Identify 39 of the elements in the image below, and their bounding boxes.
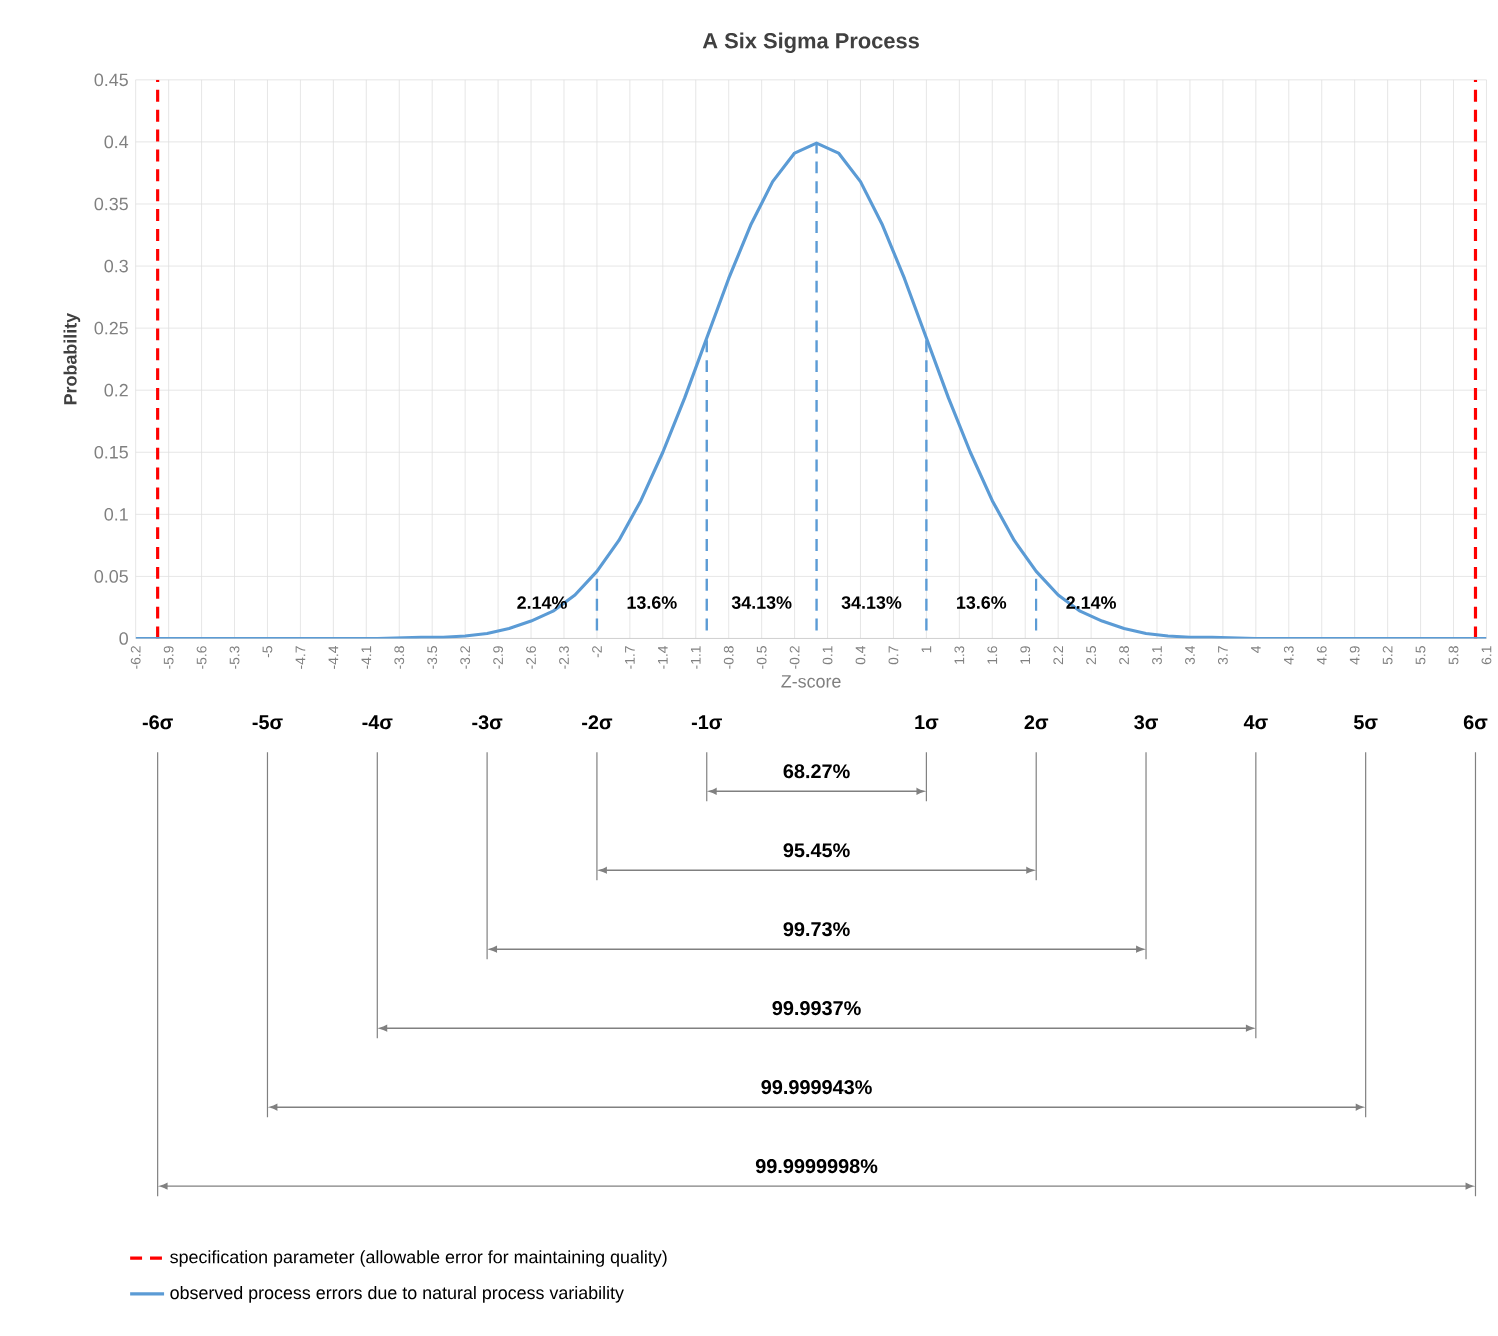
x-axis-title: Z-score xyxy=(781,674,841,688)
annotation: 2.14% xyxy=(1066,595,1116,609)
text: 5σ xyxy=(1353,714,1378,729)
text: -2σ xyxy=(582,714,613,729)
y-tick-label: 0.2 xyxy=(104,383,128,397)
y-tick-label: 0.35 xyxy=(94,197,128,210)
y-axis-title: Probability xyxy=(63,312,81,404)
y-tick-label: 0.4 xyxy=(104,135,129,148)
text: -4σ xyxy=(362,714,393,729)
text: -3σ xyxy=(472,714,503,729)
y-tick-label: 0.45 xyxy=(94,73,128,86)
text: 68.27% xyxy=(783,763,850,778)
annotation: 34.13% xyxy=(731,595,792,609)
text: 1σ xyxy=(915,714,939,729)
text: -6σ xyxy=(142,714,173,729)
text: 6σ xyxy=(1463,714,1488,729)
text: -5σ xyxy=(252,714,283,729)
legend-label: observed process errors due to natural process variability xyxy=(170,1285,624,1303)
text: 3σ xyxy=(1134,714,1158,729)
chart-title: A Six Sigma Process xyxy=(702,32,919,53)
text: 95.45% xyxy=(783,842,850,857)
text: -1σ xyxy=(691,714,722,729)
annotation: 13.6% xyxy=(957,595,1007,609)
text: 99.9999998% xyxy=(755,1158,878,1173)
y-tick-label: 0 xyxy=(119,631,128,645)
y-tick-label: 0.05 xyxy=(94,569,128,583)
text: 2σ xyxy=(1024,714,1049,729)
annotation: 34.13% xyxy=(841,595,902,609)
y-tick-label: 0.25 xyxy=(94,321,128,335)
annotation: 2.14% xyxy=(517,595,567,609)
text: 99.9937% xyxy=(772,1000,861,1015)
text: 99.999943% xyxy=(761,1079,872,1094)
y-tick-label: 0.1 xyxy=(104,507,128,521)
text: 4σ xyxy=(1243,714,1268,729)
annotation: 13.6% xyxy=(627,595,677,609)
y-tick-label: 0.3 xyxy=(104,259,128,273)
text: 99.73% xyxy=(783,921,850,936)
legend-label: specification parameter (allowable error for maintaining quality) xyxy=(170,1249,667,1267)
y-tick-label: 0.15 xyxy=(94,445,128,459)
